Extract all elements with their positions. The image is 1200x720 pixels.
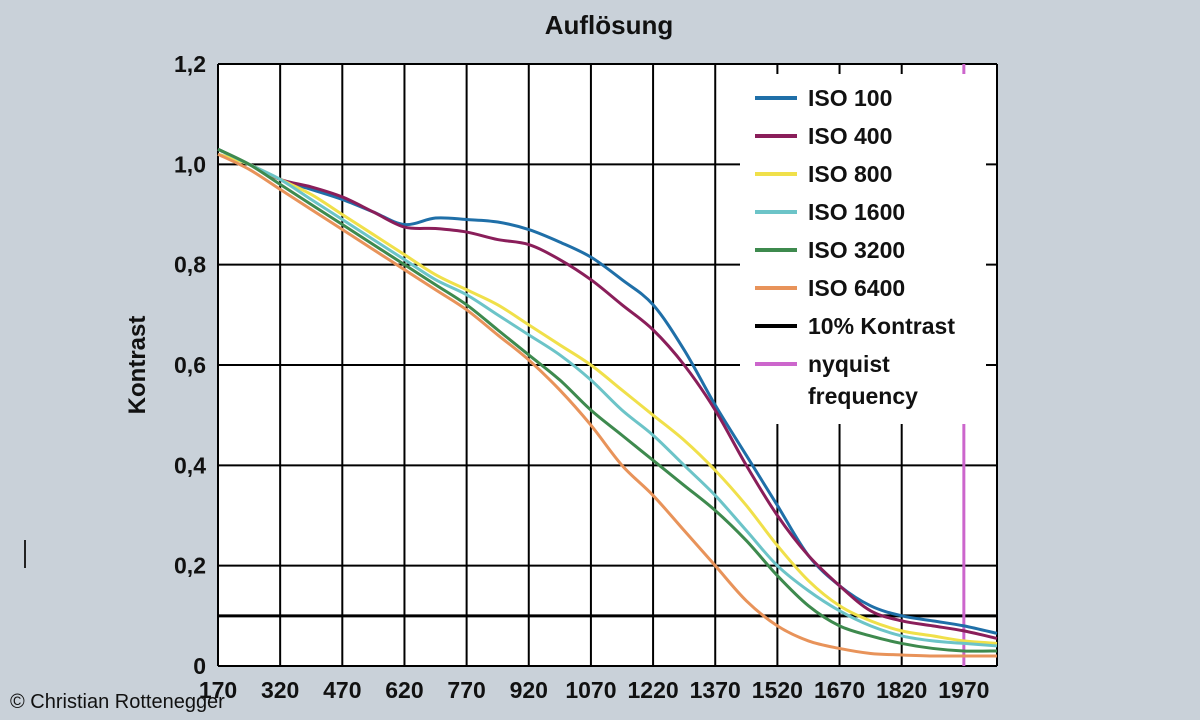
legend-label-1: ISO 400: [808, 123, 892, 149]
x-tick-label-170: 170: [199, 677, 237, 703]
legend-label-2: ISO 800: [808, 161, 892, 187]
x-tick-label-1370: 1370: [690, 677, 741, 703]
series-line-2: [217, 152, 998, 645]
series-line-4: [217, 147, 998, 653]
series-line-0: [217, 152, 998, 635]
x-tick-label-470: 470: [323, 677, 361, 703]
y-tick-label-1: 0,2: [174, 553, 206, 579]
legend-label-6: 10% Kontrast: [808, 313, 955, 339]
y-tick-label-5: 1,0: [174, 151, 206, 177]
x-tick-label-920: 920: [510, 677, 548, 703]
x-tick-label-320: 320: [261, 677, 299, 703]
x-tick-label-1970: 1970: [938, 677, 989, 703]
legend-label-0: ISO 100: [808, 85, 892, 111]
y-tick-label-6: 1,2: [174, 51, 206, 77]
x-tick-label-770: 770: [447, 677, 485, 703]
series-line-3: [217, 147, 998, 648]
y-axis-ticks: 0 0,2 0,4 0,6 0,8 1,0 1,2: [174, 51, 206, 679]
x-tick-label-1070: 1070: [565, 677, 616, 703]
chart-title: Auflösung: [545, 10, 674, 40]
series-line-1: [217, 147, 998, 640]
y-tick-label-3: 0,6: [174, 352, 206, 378]
x-tick-label-1820: 1820: [876, 677, 927, 703]
y-tick-label-2: 0,4: [174, 452, 206, 478]
legend: ISO 100 ISO 400 ISO 800 ISO 1600 ISO 3200 ISO…: [755, 85, 955, 409]
legend-label-5: ISO 6400: [808, 275, 905, 301]
y-tick-label-4: 0,8: [174, 252, 206, 278]
legend-label-7-0: nyquist: [808, 351, 890, 377]
copyright-credit: © Christian Rottenegger: [10, 691, 225, 713]
y-tick-label-0: 0: [193, 653, 206, 679]
x-tick-label-620: 620: [385, 677, 423, 703]
x-tick-label-1520: 1520: [752, 677, 803, 703]
y-axis-label: Kontrast: [124, 316, 151, 415]
x-tick-label-1670: 1670: [814, 677, 865, 703]
series-line-5: [217, 152, 997, 658]
x-axis-ticks: 170 320 470 620 770 920 1070 1220 1370 1520 1670 18…: [199, 677, 990, 703]
legend-label-3: ISO 1600: [808, 199, 905, 225]
series-lines: [217, 147, 998, 658]
legend-label-4: ISO 3200: [808, 237, 905, 263]
x-tick-label-1220: 1220: [627, 677, 678, 703]
legend-label-7-1: frequency: [808, 383, 918, 409]
